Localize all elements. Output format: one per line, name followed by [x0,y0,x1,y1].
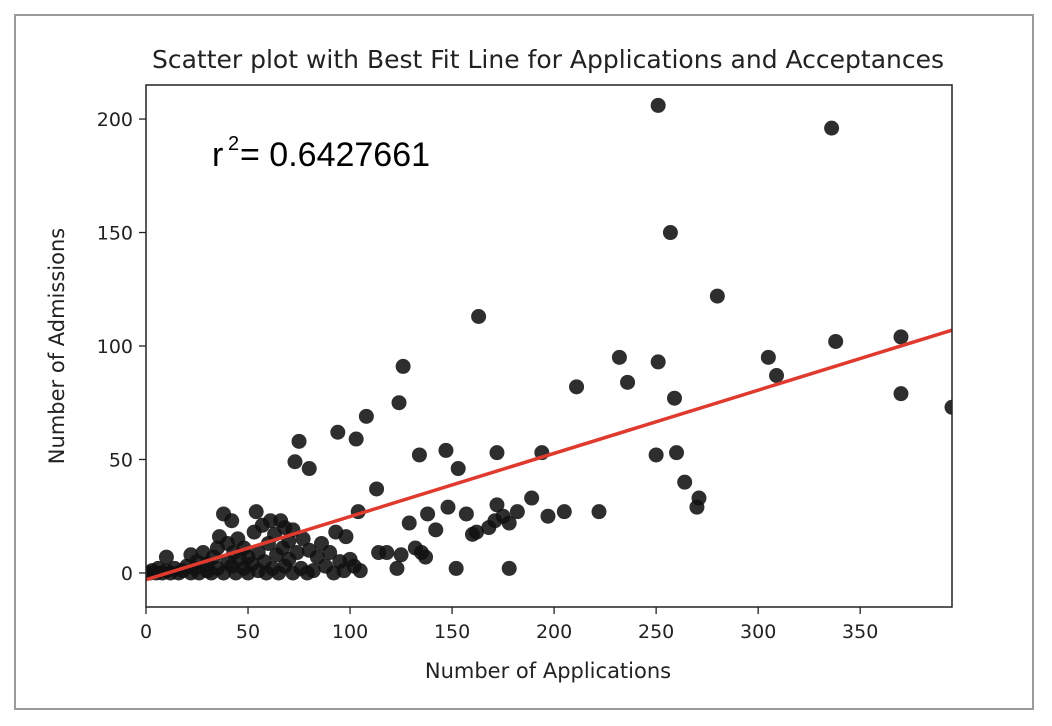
data-point [450,461,466,477]
x-axis-label: Number of Applications [425,659,671,683]
data-point [291,433,307,449]
points-layer [146,97,952,581]
data-point [289,545,305,561]
x-tick-label: 50 [236,621,260,643]
data-point [569,379,585,395]
data-point [662,225,678,241]
chart-title: Scatter plot with Best Fit Line for Appl… [152,45,944,74]
data-point [509,504,525,520]
data-point [379,545,395,561]
r-squared-base: r [212,136,223,174]
best-fit-line [146,328,952,582]
data-point [666,390,682,406]
data-point [330,424,346,440]
data-point [489,445,505,461]
x-axis-ticks: 0 50 100 150 200 250 300 350 [140,607,878,643]
data-point [401,515,417,531]
data-point [469,524,485,540]
data-point [471,308,487,324]
r-squared-annotation: r 2 = 0.6427661 [212,133,430,174]
y-tick-label: 150 [97,223,133,245]
data-point [248,504,264,520]
data-point [893,329,909,345]
y-tick-label: 100 [97,336,133,358]
y-tick-label: 0 [121,563,133,585]
data-point [893,386,909,402]
x-tick-label: 200 [536,621,572,643]
x-tick-label: 150 [434,621,470,643]
figure-frame [14,14,1034,710]
data-point [650,97,666,113]
x-tick-label: 250 [638,621,674,643]
data-point [418,549,434,565]
y-axis-ticks: 0 50 100 150 200 [97,109,146,585]
data-point [540,508,556,524]
y-tick-label: 50 [109,449,133,471]
data-point [391,395,407,411]
data-point [411,447,427,463]
data-point [501,515,517,531]
data-point [420,506,436,522]
data-point [648,447,664,463]
x-tick-label: 350 [842,621,878,643]
data-point [828,333,844,349]
data-point [301,461,317,477]
data-point [305,563,321,579]
data-point [389,560,405,576]
data-point [448,560,464,576]
data-point [458,506,474,522]
data-point [358,408,374,424]
data-point [650,354,666,370]
data-point [944,399,952,415]
r-squared-value: = 0.6427661 [240,136,430,174]
data-point [760,349,776,365]
data-point [322,545,338,561]
data-point [669,445,685,461]
x-tick-label: 300 [740,621,776,643]
data-point [369,481,385,497]
y-tick-label: 200 [97,109,133,131]
data-point [158,549,174,565]
data-point [691,490,707,506]
data-point [224,513,240,529]
data-point [501,560,517,576]
data-point [769,368,785,384]
data-point [393,547,409,563]
y-axis-label: Number of Admissions [45,228,69,464]
data-point [620,374,636,390]
data-point [489,497,505,513]
data-point [395,358,411,374]
data-point [352,563,368,579]
data-point [438,442,454,458]
r-squared-superscript: 2 [228,133,239,155]
data-point [611,349,627,365]
fit-layer [146,328,952,582]
data-point [556,504,572,520]
data-point [428,522,444,538]
data-point [440,499,456,515]
data-point [348,431,364,447]
data-point [591,504,607,520]
data-point [295,531,311,547]
data-point [338,529,354,545]
x-tick-label: 0 [140,621,152,643]
data-point [287,454,303,470]
data-point [709,288,725,304]
data-point [524,490,540,506]
data-point [824,120,840,136]
data-point [677,474,693,490]
x-tick-label: 100 [332,621,368,643]
